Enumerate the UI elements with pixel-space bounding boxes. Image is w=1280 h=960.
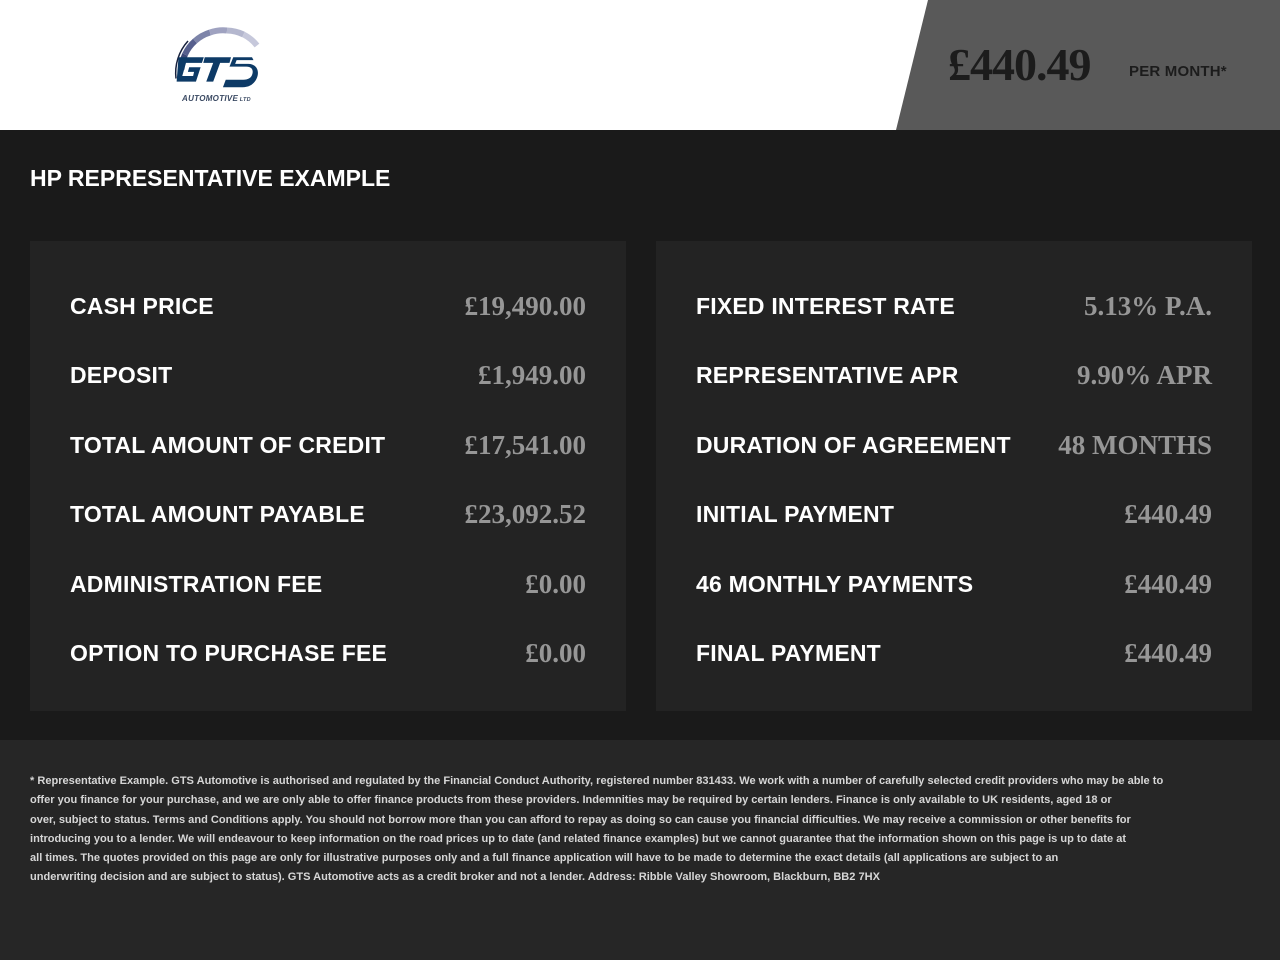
svg-text:AUTOMOTIVELTD: AUTOMOTIVE LTD bbox=[181, 94, 251, 103]
